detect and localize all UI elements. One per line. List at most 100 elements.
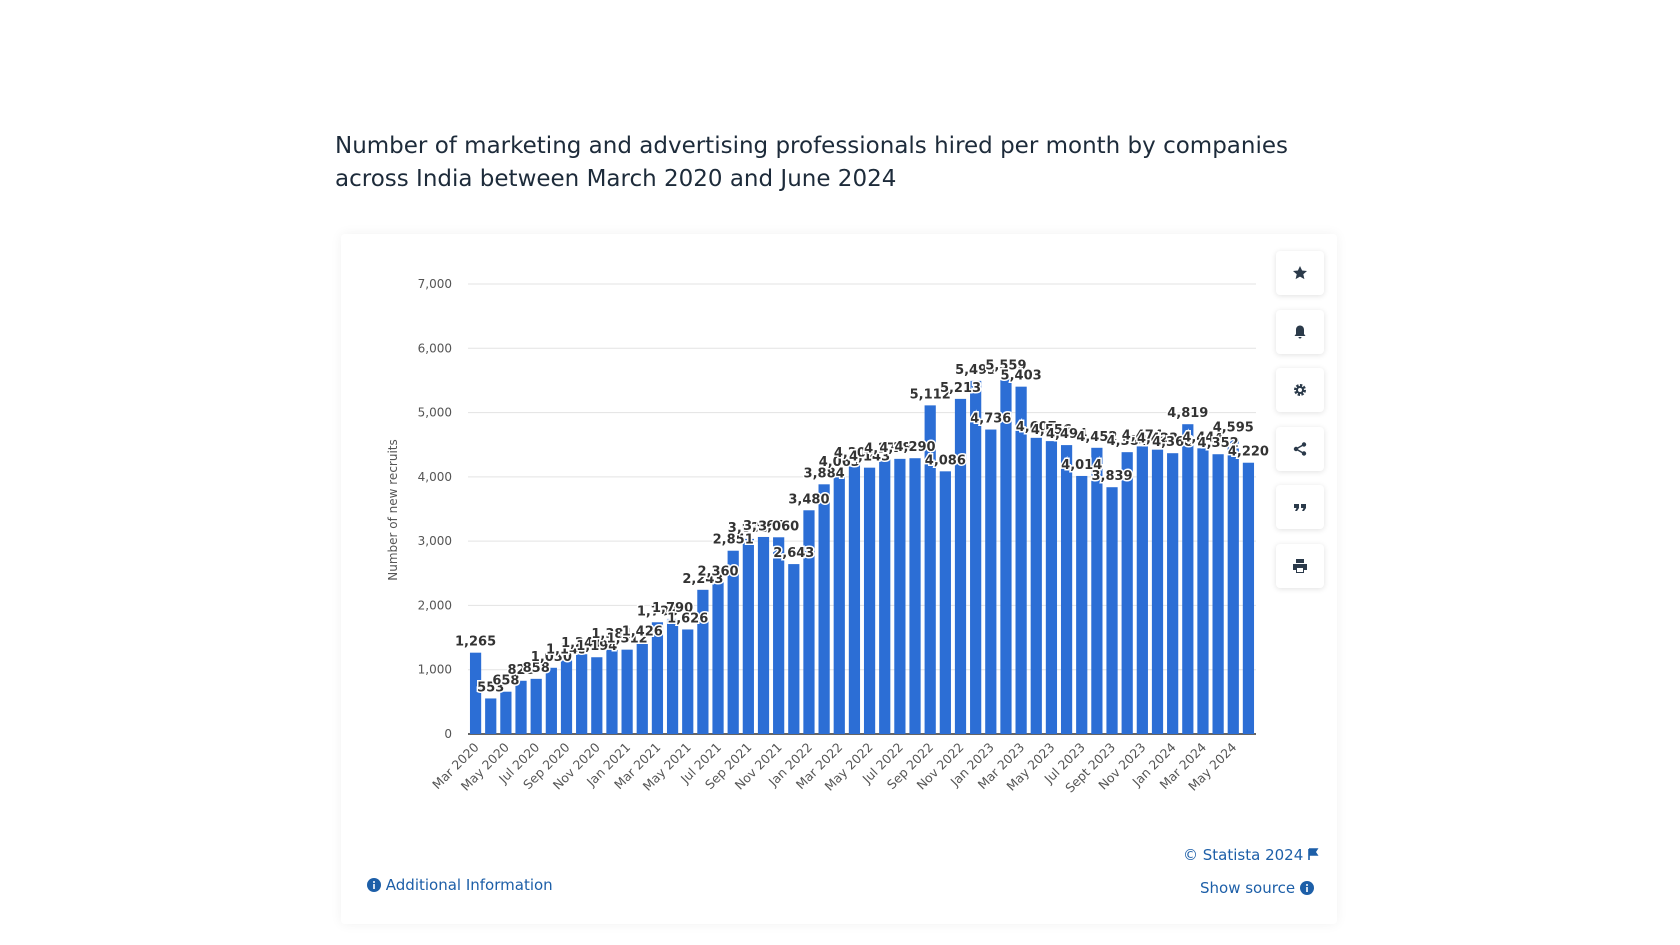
data-label: 3,480 [788,492,829,507]
cite-button[interactable] [1276,485,1324,529]
data-label: 553 [477,680,504,695]
bar [833,472,845,734]
print-icon [1293,558,1307,573]
data-label: 1,265 [455,635,496,650]
data-label: 828 [507,663,534,678]
show-source-text: Show source [1200,879,1296,897]
bar [985,429,997,734]
bar [773,537,785,734]
bar [863,467,876,734]
data-label: 658 [492,674,519,689]
bar [530,678,542,734]
settings-button[interactable] [1276,368,1324,412]
data-label: 4,270 [864,442,905,457]
bar [1106,487,1118,734]
bar [485,698,497,734]
bar [1076,475,1088,734]
bar [1242,462,1255,734]
bar [879,459,891,734]
data-label: 2,851 [713,533,754,548]
bar [1151,449,1164,734]
bell-icon [1294,325,1306,338]
copyright-text: © Statista 2024 [1183,846,1304,864]
data-label: 4,607 [1016,420,1057,435]
data-label: 5,559 [985,359,1026,374]
bar [1030,437,1042,734]
alert-button[interactable] [1276,309,1324,354]
data-label: 2,643 [773,546,814,561]
gear-icon [1294,384,1306,396]
print-button[interactable] [1276,543,1324,588]
bar [712,582,724,734]
bar [515,680,527,734]
info-icon [1299,881,1314,895]
bar [1167,453,1179,734]
data-label: 1,312 [607,632,648,647]
data-label: 4,384 [1107,434,1148,449]
bar [1091,447,1103,734]
bar [894,458,906,734]
y-axis-label: Number of new recruits [386,439,400,581]
favorite-button[interactable] [1276,251,1324,295]
copyright[interactable]: © Statista 2024 [1183,846,1319,864]
bar [545,667,557,734]
y-tick-label: 4,000 [418,470,452,484]
info-icon [367,878,381,892]
share-button[interactable] [1276,426,1324,471]
bar [621,649,633,734]
bar [682,629,694,734]
data-label: 4,452 [1076,430,1117,445]
bar [924,405,936,734]
show-source-link[interactable]: Show source [1200,879,1314,897]
star-icon [1293,266,1307,280]
bar [1060,445,1073,734]
data-label: 5,493 [955,363,996,378]
bar [803,510,815,734]
data-label: 4,819 [1167,406,1208,421]
y-tick-label: 0 [444,727,452,741]
bar [1045,441,1058,734]
y-tick-label: 2,000 [418,598,452,612]
data-label: 1,426 [622,624,663,639]
bar [1212,454,1224,734]
data-label: 4,220 [1228,445,1269,460]
data-label: 4,474 [1122,428,1163,443]
data-label: 4,368 [1152,435,1193,450]
toolbar [1276,251,1324,602]
bar [651,622,664,734]
data-label: 4,494 [1046,427,1087,442]
bar [591,657,603,734]
bar [970,380,982,734]
bar [1136,446,1148,734]
bar [1227,438,1239,734]
data-label: 1,145 [546,642,587,657]
y-tick-label: 3,000 [418,534,452,548]
bar [757,536,770,734]
bar [848,464,861,734]
data-label: 1,790 [652,601,693,616]
data-label: 4,556 [1031,423,1072,438]
bar [727,550,739,734]
data-label: 3,035 [728,521,769,536]
data-label: 4,290 [894,440,935,455]
data-label: 4,063 [819,455,860,470]
data-label: 3,060 [758,519,799,534]
data-label: 5,403 [1001,369,1042,384]
data-label: 5,112 [910,387,951,402]
additional-info-link[interactable]: Additional Information [367,876,553,894]
bar [666,618,679,734]
data-label: 4,086 [925,453,966,468]
data-label: 5,213 [940,381,981,396]
additional-info-text: Additional Information [385,876,553,894]
bar [469,652,482,734]
chart-title: Number of marketing and advertising prof… [335,133,1288,192]
quote-icon [1294,504,1306,511]
bar [939,471,951,734]
bar [788,564,800,734]
data-label: 4,444 [1182,430,1223,445]
bar [1121,452,1133,734]
data-label: 1,194 [576,639,617,654]
data-label: 1,626 [667,611,708,626]
data-label: 4,423 [1137,432,1178,447]
